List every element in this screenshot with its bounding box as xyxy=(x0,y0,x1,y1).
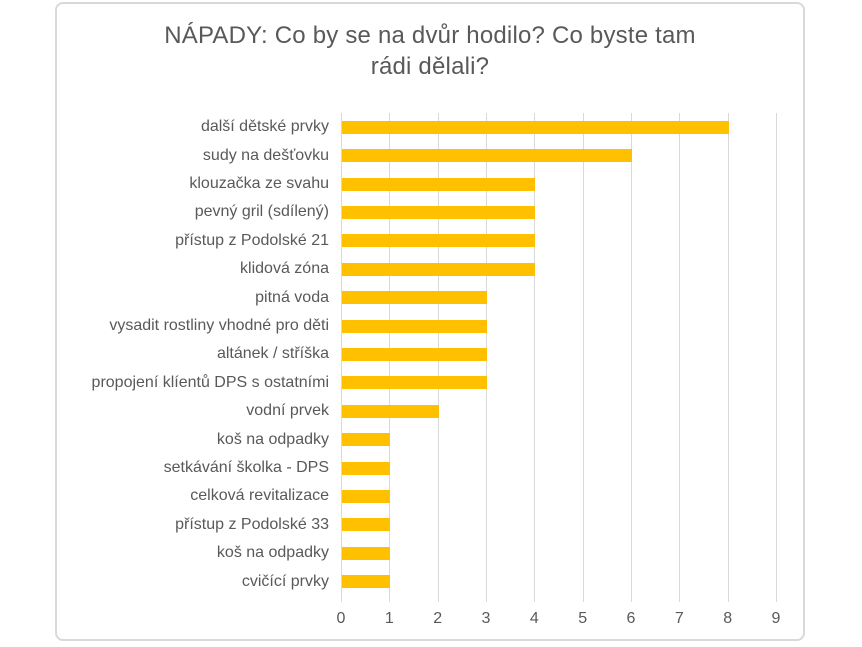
chart-title-line: rádi dělali? xyxy=(370,53,490,80)
category-label: další dětské prvky xyxy=(200,118,329,136)
x-tick-label: 7 xyxy=(674,610,684,627)
bar xyxy=(342,546,391,560)
x-tick-label: 9 xyxy=(771,610,781,627)
x-tick-label: 6 xyxy=(626,610,636,627)
category-label: propojení klíentů DPS s ostatními xyxy=(91,373,329,391)
bar-row xyxy=(341,397,776,425)
category-label: koš na odpadky xyxy=(216,544,329,562)
category-label: přístup z Podolské 33 xyxy=(175,515,329,533)
bar xyxy=(342,376,487,390)
bar-row xyxy=(341,568,776,596)
bar-row xyxy=(341,227,776,255)
x-tick-label: 4 xyxy=(529,610,539,627)
gridline xyxy=(776,113,777,602)
bar-row xyxy=(341,283,776,311)
category-label: celková revitalizace xyxy=(190,487,329,505)
bar xyxy=(342,347,487,361)
bar xyxy=(342,120,729,134)
category-label: přístup z Podolské 21 xyxy=(175,231,329,249)
x-tick-label: 5 xyxy=(578,610,588,627)
gridline xyxy=(631,113,632,602)
bar-row xyxy=(341,198,776,226)
category-label: vodní prvek xyxy=(246,402,329,420)
chart-frame: NÁPADY: Co by se na dvůr hodilo? Co byst… xyxy=(55,2,805,641)
bar-row xyxy=(341,170,776,198)
category-label: setkávání školka - DPS xyxy=(163,459,329,477)
bar-row xyxy=(341,511,776,539)
category-label: sudy na dešťovku xyxy=(202,146,329,164)
gridline xyxy=(534,113,536,602)
gridline xyxy=(727,113,729,602)
bar xyxy=(342,518,391,532)
bar xyxy=(342,575,391,589)
bar-row xyxy=(341,340,776,368)
bar xyxy=(342,177,536,191)
category-label: koš na odpadky xyxy=(216,430,329,448)
category-label: pevný gril (sdílený) xyxy=(194,203,329,221)
category-label: pitná voda xyxy=(255,288,329,306)
category-label: altánek / stříška xyxy=(216,345,329,363)
bar-row xyxy=(341,482,776,510)
bar-row xyxy=(341,255,776,283)
bar xyxy=(342,319,487,333)
bar-row xyxy=(341,113,776,141)
bar xyxy=(342,262,536,276)
gridline xyxy=(341,113,342,602)
plot-area: 0 1 2 3 4 5 6 7 8 9 xyxy=(337,113,780,627)
bar-row xyxy=(341,539,776,567)
bar xyxy=(342,490,391,504)
bar-row xyxy=(341,454,776,482)
x-tick-label: 3 xyxy=(481,610,491,627)
bar-row xyxy=(341,426,776,454)
x-tick-label: 0 xyxy=(336,610,346,627)
category-label: klouzačka ze svahu xyxy=(189,175,329,193)
bar xyxy=(342,433,391,447)
chart-title-line: NÁPADY: Co by se na dvůr hodilo? Co byst… xyxy=(164,22,696,49)
x-tick-label: 2 xyxy=(433,610,443,627)
bar-row xyxy=(341,369,776,397)
gridline xyxy=(679,113,681,602)
bar-row xyxy=(341,312,776,340)
bar xyxy=(342,149,632,163)
bar xyxy=(342,404,439,418)
category-label: cvičící prvky xyxy=(241,572,329,590)
bar xyxy=(342,291,487,305)
category-label: vysadit rostliny vhodné pro děti xyxy=(109,317,329,335)
bar xyxy=(342,205,536,219)
bar-row xyxy=(341,141,776,169)
x-tick-label: 1 xyxy=(384,610,394,627)
category-labels-column: další dětské prvky sudy na dešťovku klouza… xyxy=(57,113,329,596)
chart-title: NÁPADY: Co by se na dvůr hodilo? Co byst… xyxy=(57,20,803,82)
category-label: klidová zóna xyxy=(240,260,329,278)
gridline xyxy=(582,113,584,602)
bar xyxy=(342,461,391,475)
x-tick-label: 8 xyxy=(723,610,733,627)
bar xyxy=(342,234,536,248)
